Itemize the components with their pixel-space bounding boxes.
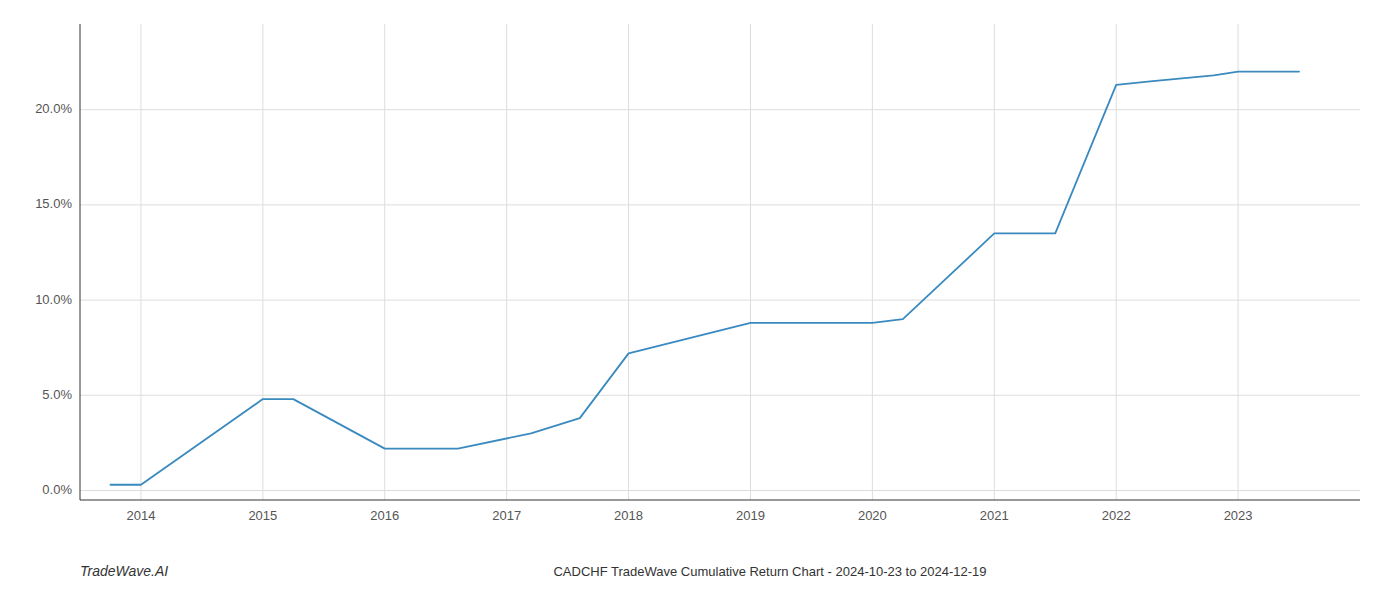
grid-line-x	[994, 24, 995, 500]
grid-line-x	[872, 24, 873, 500]
chart-container: 0.0% 5.0% 10.0% 15.0% 20.0% 2014 2015 2016 2017 2…	[0, 0, 1400, 600]
y-axis-line	[80, 24, 81, 500]
x-tick-label: 2016	[370, 508, 399, 523]
grid-line-x	[140, 24, 141, 500]
y-tick-label: 5.0%	[42, 387, 72, 402]
grid-line-y	[80, 204, 1360, 205]
grid-line-y	[80, 109, 1360, 110]
chart: 0.0% 5.0% 10.0% 15.0% 20.0% 2014 2015 2016 2017 2…	[0, 0, 1400, 600]
x-tick-label: 2022	[1102, 508, 1131, 523]
grid-line-x	[506, 24, 507, 500]
y-tick-label: 15.0%	[35, 196, 72, 211]
y-tick-label: 0.0%	[42, 482, 72, 497]
grid-line-x	[262, 24, 263, 500]
watermark: TradeWave.AI	[80, 563, 168, 579]
plot-area	[110, 72, 1299, 485]
x-tick-label: 2015	[248, 508, 277, 523]
grid-line-y	[80, 395, 1360, 396]
y-tick-label: 20.0%	[35, 101, 72, 116]
x-tick-label: 2020	[858, 508, 887, 523]
grid-line-y	[80, 490, 1360, 491]
x-tick-label: 2018	[614, 508, 643, 523]
x-tick-label: 2023	[1224, 508, 1253, 523]
axes: 0.0% 5.0% 10.0% 15.0% 20.0% 2014 2015 2016 2017 2…	[35, 24, 1360, 523]
grid-line-x	[384, 24, 385, 500]
y-tick-label: 10.0%	[35, 292, 72, 307]
x-tick-label: 2021	[980, 508, 1009, 523]
x-tick-label: 2017	[492, 508, 521, 523]
title: CADCHF TradeWave Cumulative Return Chart…	[553, 564, 986, 579]
grid-line-x	[750, 24, 751, 500]
grid	[80, 24, 1360, 500]
grid-line-x	[628, 24, 629, 500]
x-tick-label: 2014	[126, 508, 155, 523]
x-tick-label: 2019	[736, 508, 765, 523]
line	[110, 72, 1299, 485]
grid-line-x	[1116, 24, 1117, 500]
x-axis-line	[80, 500, 1360, 501]
grid-line-x	[1238, 24, 1239, 500]
grid-line-y	[80, 300, 1360, 301]
